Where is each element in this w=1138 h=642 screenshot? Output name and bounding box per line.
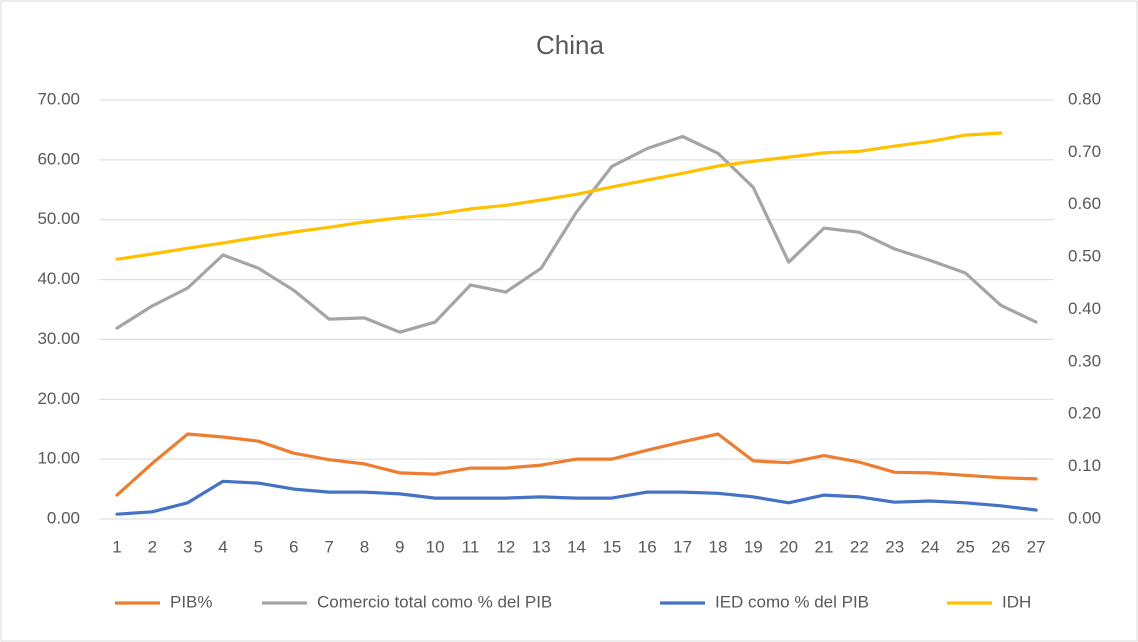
x-tick-label: 8	[360, 537, 369, 556]
y2-tick-label: 0.50	[1068, 247, 1101, 266]
y-tick-label: 20.00	[37, 389, 80, 408]
x-tick-label: 21	[815, 537, 834, 556]
chart-title: China	[536, 30, 604, 60]
y2-tick-label: 0.10	[1068, 456, 1101, 475]
y2-tick-label: 0.20	[1068, 404, 1101, 423]
legend-label: IDH	[1002, 592, 1031, 611]
y-tick-label: 40.00	[37, 269, 80, 288]
x-tick-label: 20	[779, 537, 798, 556]
series-line	[115, 479, 1038, 516]
x-tick-label: 14	[567, 537, 586, 556]
legend-label: IED como % del PIB	[715, 592, 869, 611]
y-tick-label: 10.00	[37, 449, 80, 468]
x-tick-label: 26	[991, 537, 1010, 556]
x-tick-label: 10	[426, 537, 445, 556]
y2-tick-label: 0.30	[1068, 351, 1101, 370]
y2-tick-label: 0.00	[1068, 508, 1101, 527]
x-tick-label: 3	[183, 537, 192, 556]
y-tick-label: 50.00	[37, 209, 80, 228]
x-tick-label: 1	[112, 537, 121, 556]
x-tick-label: 15	[602, 537, 621, 556]
y-tick-label: 70.00	[37, 89, 80, 108]
x-tick-label: 13	[532, 537, 551, 556]
x-tick-label: 27	[1027, 537, 1046, 556]
legend-label: PIB%	[170, 592, 213, 611]
y-tick-label: 0.00	[47, 508, 80, 527]
x-tick-label: 5	[254, 537, 263, 556]
y-tick-label: 30.00	[37, 329, 80, 348]
y-tick-label: 60.00	[37, 149, 80, 168]
x-tick-label: 12	[496, 537, 515, 556]
series-line	[115, 131, 1003, 261]
x-tick-label: 9	[395, 537, 404, 556]
series-line	[115, 432, 1038, 497]
x-tick-label: 11	[462, 537, 480, 556]
x-tick-label: 16	[638, 537, 657, 556]
x-tick-label: 23	[885, 537, 904, 556]
y2-tick-label: 0.80	[1068, 89, 1101, 108]
x-tick-label: 24	[921, 537, 940, 556]
x-tick-label: 2	[148, 537, 157, 556]
y2-tick-label: 0.70	[1068, 142, 1101, 161]
legend-label: Comercio total como % del PIB	[317, 592, 552, 611]
x-tick-label: 7	[324, 537, 333, 556]
x-tick-label: 18	[708, 537, 727, 556]
x-tick-label: 19	[744, 537, 763, 556]
y2-tick-label: 0.40	[1068, 299, 1101, 318]
x-tick-label: 6	[289, 537, 298, 556]
x-tick-label: 17	[673, 537, 692, 556]
y2-tick-label: 0.60	[1068, 194, 1101, 213]
series-line	[115, 134, 1038, 334]
x-tick-label: 25	[956, 537, 975, 556]
x-tick-label: 22	[850, 537, 869, 556]
x-tick-label: 4	[218, 537, 227, 556]
